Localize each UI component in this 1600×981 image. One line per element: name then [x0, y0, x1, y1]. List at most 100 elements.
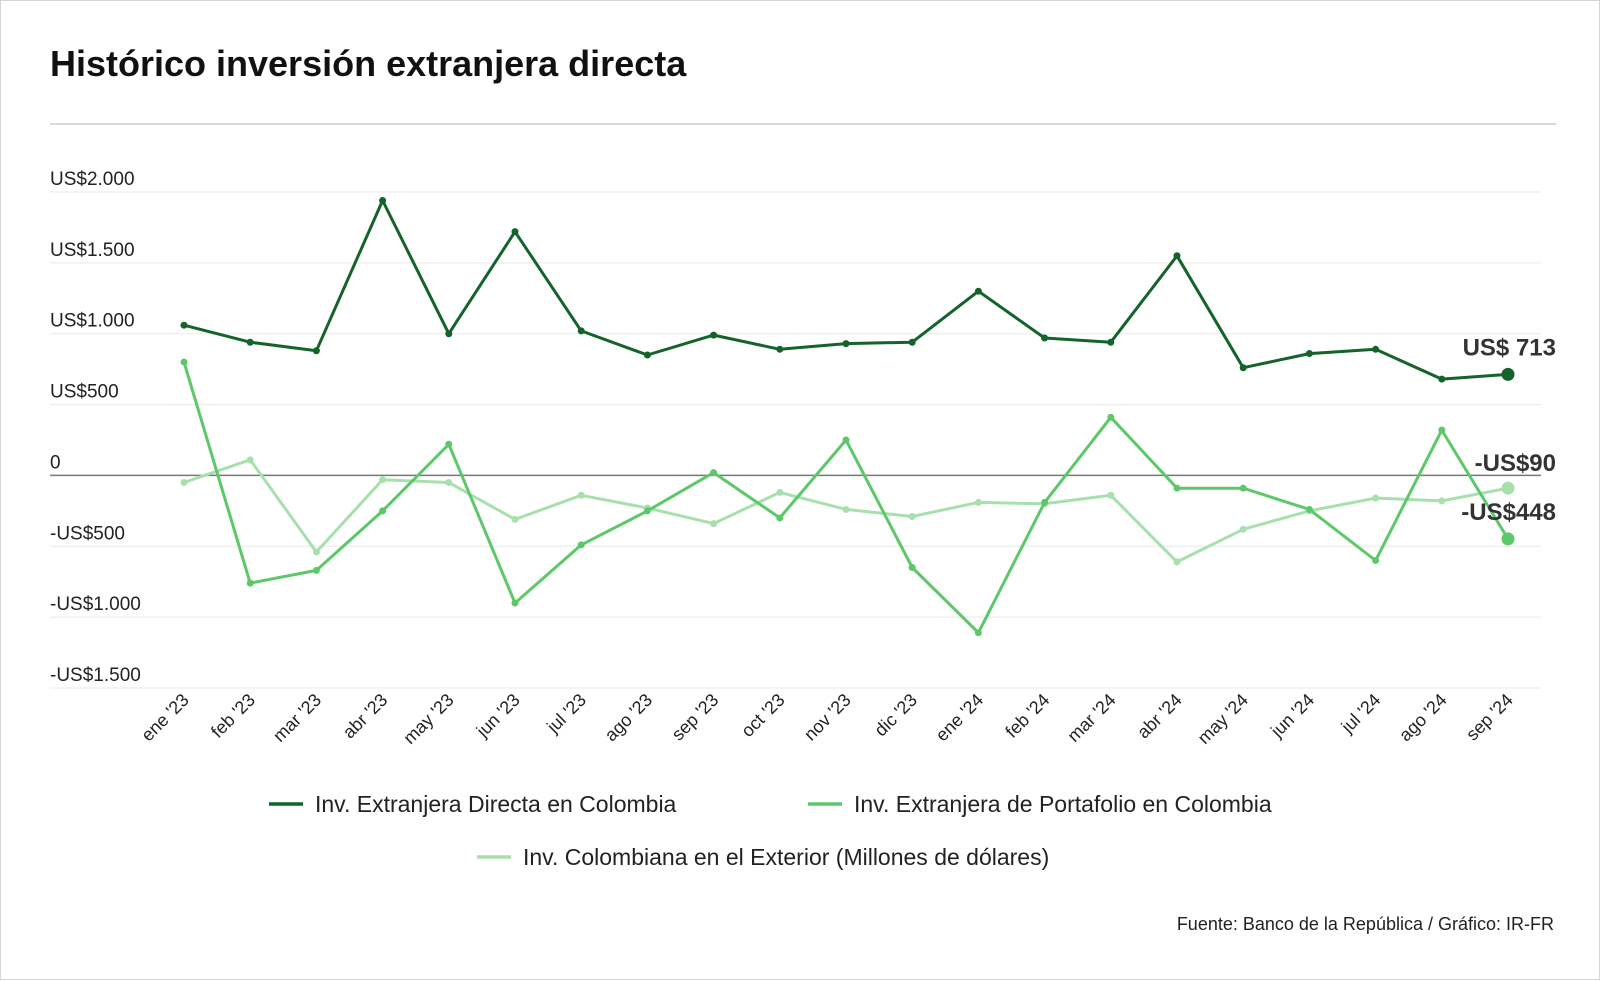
x-tick-label: ene '23 — [137, 690, 193, 746]
legend-item: Inv. Colombiana en el Exterior (Millones… — [477, 844, 1049, 870]
chart-title: Histórico inversión extranjera directa — [50, 43, 687, 84]
data-point — [1372, 345, 1380, 353]
y-tick-label: 0 — [50, 452, 61, 473]
x-tick-label: jun '23 — [472, 690, 524, 742]
data-point — [1173, 252, 1181, 260]
data-point — [908, 338, 916, 346]
data-point — [1305, 350, 1313, 358]
x-axis-ticks: ene '23 feb '23 mar '23 abr '23 may '23 jun '… — [137, 690, 1517, 748]
legend-item: Inv. Extranjera de Portafolio en Colombi… — [808, 791, 1272, 817]
data-point — [1501, 532, 1515, 546]
y-tick-label: -US$1.500 — [50, 665, 141, 686]
data-point — [180, 321, 188, 329]
data-point — [246, 579, 254, 587]
data-point — [1305, 505, 1313, 513]
data-point — [1501, 367, 1515, 381]
data-point — [710, 469, 718, 477]
data-point — [1107, 413, 1115, 421]
y-tick-label: US$2.000 — [50, 169, 135, 190]
x-tick-label: mar '24 — [1063, 690, 1119, 746]
x-tick-label: nov '23 — [800, 690, 855, 745]
x-tick-label: sep '23 — [668, 690, 723, 745]
data-point — [577, 327, 585, 335]
data-point — [511, 515, 519, 523]
legend-label: Inv. Colombiana en el Exterior (Millones… — [523, 844, 1049, 870]
data-point — [974, 287, 982, 295]
data-point — [974, 498, 982, 506]
x-tick-label: feb '24 — [1001, 690, 1053, 742]
data-point — [643, 351, 651, 359]
data-point — [246, 338, 254, 346]
data-point — [1239, 525, 1247, 533]
data-point — [1438, 426, 1446, 434]
y-tick-label: US$1.000 — [50, 311, 135, 332]
x-tick-label: abr '23 — [339, 690, 392, 743]
data-point — [379, 507, 387, 515]
data-point — [180, 358, 188, 366]
data-point — [445, 479, 453, 487]
source-note: Fuente: Banco de la República / Gráfico:… — [1177, 914, 1554, 934]
data-point — [312, 566, 320, 574]
x-tick-label: oct '23 — [737, 690, 788, 741]
data-point — [1107, 491, 1115, 499]
data-point — [776, 345, 784, 353]
data-point — [842, 436, 850, 444]
end-labels: US$ 713 -US$90 -US$448 — [1461, 334, 1556, 526]
x-tick-label: ene '24 — [932, 690, 988, 746]
x-tick-label: feb '23 — [207, 690, 259, 742]
data-point — [842, 340, 850, 348]
gridlines — [50, 191, 1541, 689]
y-tick-label: US$500 — [50, 382, 119, 403]
data-point — [1438, 497, 1446, 505]
x-tick-label: jun '24 — [1266, 690, 1318, 742]
x-tick-label: dic '23 — [870, 690, 921, 741]
data-point — [776, 488, 784, 496]
end-value-label: US$ 713 — [1463, 334, 1556, 361]
data-point — [246, 456, 254, 464]
y-tick-label: -US$1.000 — [50, 594, 141, 615]
data-point — [312, 548, 320, 556]
x-tick-label: jul '24 — [1337, 690, 1385, 738]
data-point — [1173, 484, 1181, 492]
data-point — [511, 228, 519, 236]
data-point — [710, 331, 718, 339]
data-point — [445, 440, 453, 448]
y-tick-label: -US$500 — [50, 523, 125, 544]
x-tick-label: jul '23 — [542, 690, 590, 738]
series-2 — [180, 358, 1515, 637]
data-point — [379, 197, 387, 205]
x-tick-label: sep '24 — [1462, 690, 1517, 745]
data-point — [511, 599, 519, 607]
data-point — [842, 505, 850, 513]
data-point — [379, 476, 387, 484]
x-tick-label: may '24 — [1194, 690, 1252, 748]
data-point — [776, 514, 784, 522]
x-tick-label: mar '23 — [269, 690, 325, 746]
data-point — [1239, 364, 1247, 372]
end-value-label: -US$448 — [1461, 499, 1556, 526]
data-point — [908, 564, 916, 572]
x-tick-label: abr '24 — [1133, 690, 1186, 743]
data-point — [1501, 481, 1515, 495]
x-tick-label: ago '24 — [1395, 690, 1451, 746]
legend-item: Inv. Extranjera Directa en Colombia — [269, 791, 677, 817]
data-point — [1041, 498, 1049, 506]
data-point — [1372, 494, 1380, 502]
x-tick-label: ago '23 — [601, 690, 657, 746]
data-point — [710, 520, 718, 528]
x-tick-label: may '23 — [399, 690, 457, 748]
data-point — [1173, 558, 1181, 566]
data-point — [1041, 334, 1049, 342]
y-axis-ticks: US$2.000 US$1.500 US$1.000 US$500 0 -US$500 -U… — [50, 169, 141, 686]
data-point — [1438, 375, 1446, 383]
data-point — [577, 541, 585, 549]
series-1 — [180, 197, 1515, 383]
data-point — [908, 513, 916, 521]
data-point — [974, 629, 982, 637]
data-point — [312, 347, 320, 355]
legend-label: Inv. Extranjera Directa en Colombia — [315, 791, 677, 817]
data-point — [445, 330, 453, 338]
series-line — [182, 360, 1510, 635]
